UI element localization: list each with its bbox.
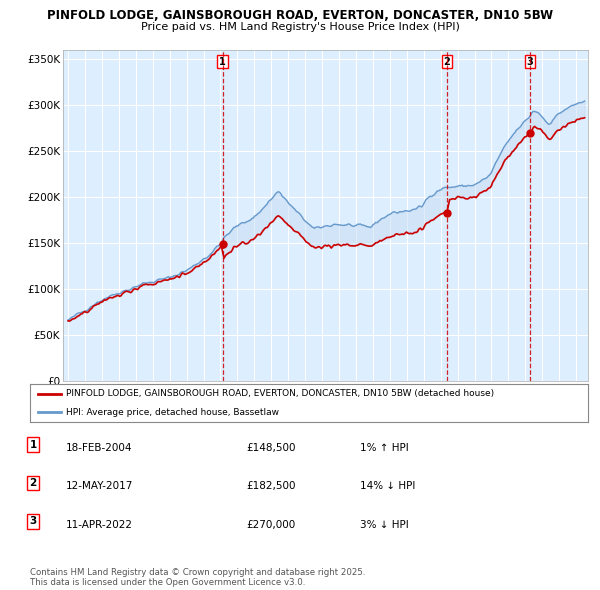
Text: 2: 2: [443, 57, 451, 67]
Text: £270,000: £270,000: [246, 520, 295, 530]
Text: 2: 2: [29, 478, 37, 488]
Text: Contains HM Land Registry data © Crown copyright and database right 2025.
This d: Contains HM Land Registry data © Crown c…: [30, 568, 365, 587]
Text: 3: 3: [29, 516, 37, 526]
Text: Price paid vs. HM Land Registry's House Price Index (HPI): Price paid vs. HM Land Registry's House …: [140, 22, 460, 32]
Text: 1: 1: [29, 440, 37, 450]
Text: PINFOLD LODGE, GAINSBOROUGH ROAD, EVERTON, DONCASTER, DN10 5BW (detached house): PINFOLD LODGE, GAINSBOROUGH ROAD, EVERTO…: [66, 389, 494, 398]
Text: 11-APR-2022: 11-APR-2022: [66, 520, 133, 530]
Text: £182,500: £182,500: [246, 481, 296, 491]
Text: 3: 3: [527, 57, 533, 67]
Text: 1% ↑ HPI: 1% ↑ HPI: [360, 443, 409, 453]
Text: £148,500: £148,500: [246, 443, 296, 453]
Text: 3% ↓ HPI: 3% ↓ HPI: [360, 520, 409, 530]
Text: PINFOLD LODGE, GAINSBOROUGH ROAD, EVERTON, DONCASTER, DN10 5BW: PINFOLD LODGE, GAINSBOROUGH ROAD, EVERTO…: [47, 9, 553, 22]
Text: HPI: Average price, detached house, Bassetlaw: HPI: Average price, detached house, Bass…: [66, 408, 279, 417]
Text: 12-MAY-2017: 12-MAY-2017: [66, 481, 133, 491]
Text: 14% ↓ HPI: 14% ↓ HPI: [360, 481, 415, 491]
Text: 1: 1: [219, 57, 226, 67]
Text: 18-FEB-2004: 18-FEB-2004: [66, 443, 133, 453]
